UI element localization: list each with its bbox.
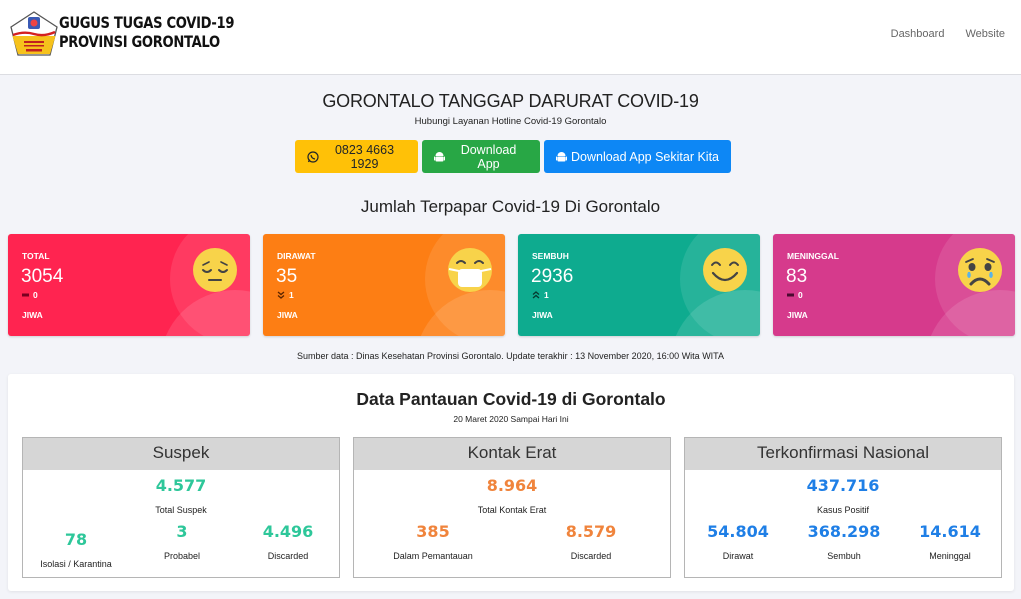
- stat-label: Sembuh: [827, 551, 861, 561]
- stat-value: 78: [64, 530, 88, 549]
- stat-value: 4.496: [262, 522, 314, 541]
- suspek-box: Suspek 4.577 Total Suspek 78 Isolasi / K…: [22, 437, 340, 578]
- kontak-erat-box: Kontak Erat 8.964 Total Kontak Erat 385 …: [353, 437, 671, 578]
- card-trend-value: 0: [798, 290, 803, 300]
- hero-subtitle: Hubungi Layanan Hotline Covid-19 Goronta…: [414, 116, 607, 127]
- face-with-mask-icon: [448, 248, 492, 292]
- stat-label: Dirawat: [722, 551, 754, 561]
- kontak-erat-header: Kontak Erat: [354, 438, 670, 470]
- hotline-whatsapp-button[interactable]: 0823 4663 1929: [295, 140, 418, 173]
- stat-label: Discarded: [570, 551, 612, 561]
- card-trend: 0: [22, 290, 38, 300]
- stat-value: 368.298: [807, 522, 881, 541]
- gugus-tugas-emblem-icon: [10, 11, 58, 56]
- kontak-erat-discarded: 8.579 Discarded: [512, 522, 670, 561]
- nasional-sembuh: 368.298 Sembuh: [791, 522, 897, 561]
- card-label: TOTAL: [22, 251, 50, 261]
- stat-value: 8.964: [486, 476, 538, 495]
- card-label: SEMBUH: [532, 251, 569, 261]
- double-chevron-up-icon: [532, 291, 540, 299]
- stat-card-sembuh: SEMBUH 2936 1 JIWA: [518, 234, 760, 336]
- minus-icon: [787, 293, 794, 297]
- logo-line-1: GUGUS TUGAS COVID-19: [59, 13, 235, 32]
- download-app-sekitar-kita-label: Download App Sekitar Kita: [571, 149, 720, 164]
- card-trend-value: 1: [289, 290, 294, 300]
- card-unit: JIWA: [277, 310, 298, 320]
- stat-value: 54.804: [707, 522, 769, 541]
- nav-links: Dashboard Website: [891, 28, 1005, 40]
- monitoring-subtitle: 20 Maret 2020 Sampai Hari Ini: [453, 414, 569, 424]
- minus-icon: [22, 293, 29, 297]
- nasional-total: 437.716 Kasus Positif: [685, 476, 1001, 515]
- pensive-face-icon: [193, 248, 237, 292]
- stat-value: 3: [176, 522, 188, 541]
- download-app-sekitar-kita-button[interactable]: Download App Sekitar Kita: [544, 140, 731, 173]
- suspek-isolasi: 78 Isolasi / Karantina: [23, 530, 129, 569]
- suspek-header: Suspek: [23, 438, 339, 470]
- nasional-dirawat: 54.804 Dirawat: [685, 522, 791, 561]
- card-unit: JIWA: [22, 310, 43, 320]
- stat-card-meninggal: MENINGGAL 83 0 JIWA: [773, 234, 1015, 336]
- android-icon: [434, 151, 445, 161]
- nav-link-website[interactable]: Website: [965, 28, 1005, 40]
- stat-value: 8.579: [565, 522, 617, 541]
- double-chevron-down-icon: [277, 291, 285, 299]
- stat-label: Discarded: [267, 551, 309, 561]
- stat-label: Meninggal: [929, 551, 971, 561]
- stat-card-total: TOTAL 3054 0 JIWA: [8, 234, 250, 336]
- stat-label: Total Kontak Erat: [477, 505, 547, 515]
- stat-value: 14.614: [919, 522, 981, 541]
- stat-value: 4.577: [155, 476, 207, 495]
- card-unit: JIWA: [787, 310, 808, 320]
- card-value: 83: [786, 266, 808, 287]
- suspek-probabel: 3 Probabel: [129, 522, 235, 561]
- stat-label: Probabel: [163, 551, 201, 561]
- card-value: 2936: [531, 266, 574, 287]
- stat-label: Kasus Positif: [816, 505, 870, 515]
- stat-label: Dalam Pemantauan: [393, 551, 473, 561]
- monitoring-panel: Data Pantauan Covid-19 di Gorontalo 20 M…: [8, 374, 1014, 591]
- logo-line-2: PROVINSI GORONTALO: [59, 32, 220, 51]
- android-icon: [556, 151, 567, 161]
- hotline-number: 0823 4663 1929: [334, 142, 395, 171]
- crying-face-icon: [958, 248, 1002, 292]
- card-unit: JIWA: [532, 310, 553, 320]
- hotline-button-row: 0823 4663 1929 Download App Download App…: [295, 140, 731, 173]
- suspek-discarded: 4.496 Discarded: [235, 522, 341, 561]
- stat-value: 385: [416, 522, 450, 541]
- download-app-label: Download App: [460, 142, 517, 171]
- card-trend: 0: [787, 290, 803, 300]
- stat-label: Isolasi / Karantina: [40, 559, 112, 569]
- summary-title: Jumlah Terpapar Covid-19 Di Gorontalo: [360, 197, 661, 216]
- nasional-header: Terkonfirmasi Nasional: [685, 438, 1001, 470]
- hero-title: GORONTALO TANGGAP DARURAT COVID-19: [322, 91, 699, 111]
- stat-card-dirawat: DIRAWAT 35 1 JIWA: [263, 234, 505, 336]
- stat-label: Total Suspek: [155, 505, 207, 515]
- kontak-erat-total: 8.964 Total Kontak Erat: [354, 476, 670, 515]
- logo[interactable]: GUGUS TUGAS COVID-19 PROVINSI GORONTALO: [9, 10, 234, 58]
- card-value: 35: [276, 266, 298, 287]
- smiling-face-icon: [703, 248, 747, 292]
- navbar: GUGUS TUGAS COVID-19 PROVINSI GORONTALO …: [0, 0, 1021, 75]
- card-value: 3054: [21, 266, 64, 287]
- kontak-erat-pemantauan: 385 Dalam Pemantauan: [354, 522, 512, 561]
- card-trend: 1: [532, 290, 549, 300]
- logo-text: GUGUS TUGAS COVID-19 PROVINSI GORONTALO: [59, 13, 234, 51]
- card-trend-value: 1: [544, 290, 549, 300]
- nasional-box: Terkonfirmasi Nasional 437.716 Kasus Pos…: [684, 437, 1002, 578]
- suspek-total: 4.577 Total Suspek: [23, 476, 339, 515]
- nav-link-dashboard[interactable]: Dashboard: [890, 28, 945, 40]
- download-app-button[interactable]: Download App: [422, 140, 540, 173]
- monitoring-title: Data Pantauan Covid-19 di Gorontalo: [356, 389, 666, 409]
- card-label: DIRAWAT: [277, 251, 316, 261]
- nasional-meninggal: 14.614 Meninggal: [897, 522, 1003, 561]
- whatsapp-icon: [307, 150, 319, 163]
- card-trend-value: 0: [33, 290, 38, 300]
- card-label: MENINGGAL: [787, 251, 839, 261]
- stat-value: 437.716: [806, 476, 880, 495]
- data-source-note: Sumber data : Dinas Kesehatan Provinsi G…: [296, 351, 725, 361]
- card-trend: 1: [277, 290, 294, 300]
